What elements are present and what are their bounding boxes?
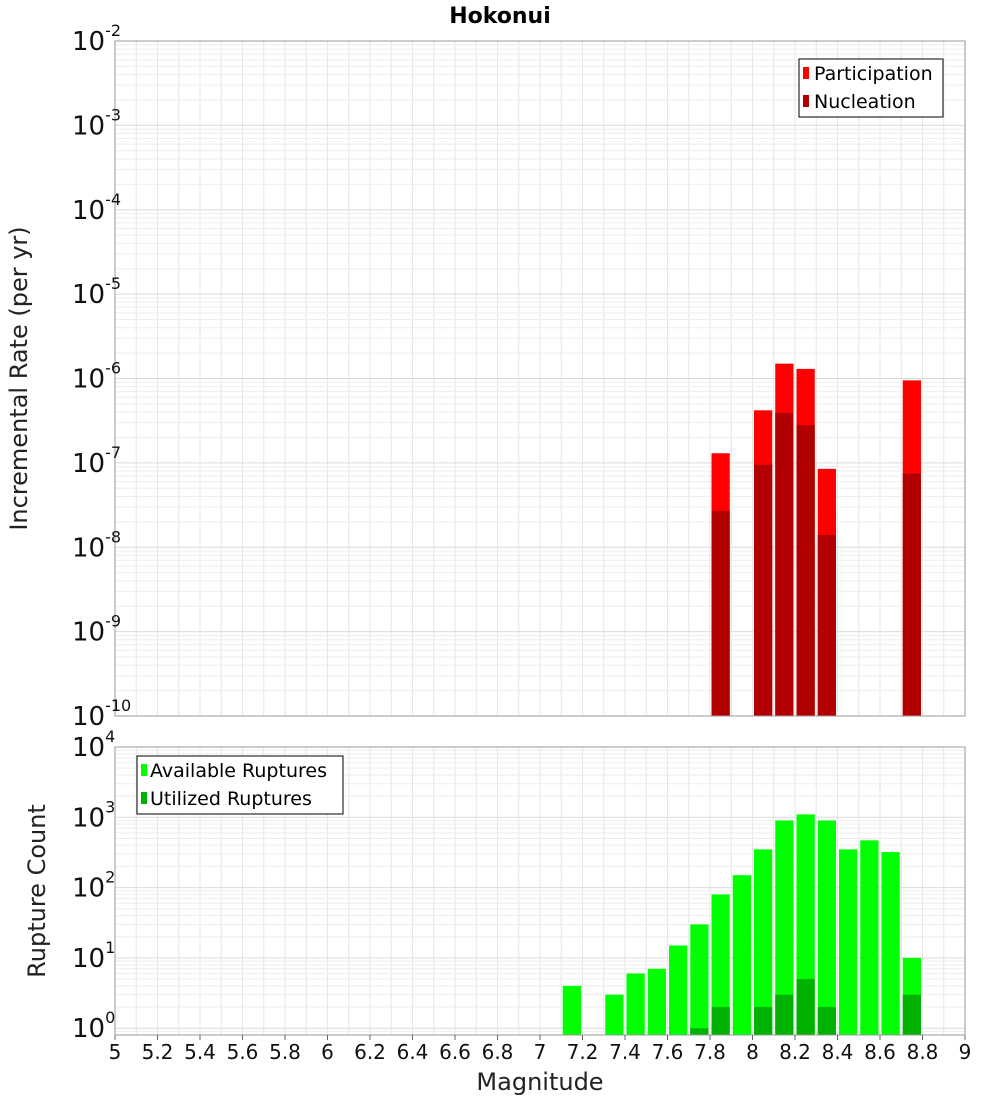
y-tick-label: 103 [72, 797, 115, 833]
x-axis-label: Magnitude [476, 1068, 603, 1096]
legend-swatch-participation [803, 67, 809, 79]
count-y-ticks: 104 103 102 101 100 [72, 727, 115, 1044]
x-tick-label: 6.4 [397, 1040, 429, 1064]
count-grid [114, 747, 966, 1036]
rate-y-axis-label: Incremental Rate (per yr) [5, 226, 33, 530]
rate-grid [114, 41, 966, 717]
bar-available-ruptures-8.15 [775, 820, 794, 1035]
y-tick-label: 10-6 [72, 359, 121, 395]
bar-available-ruptures-8.35 [817, 820, 836, 1035]
x-tick-label: 6.2 [354, 1040, 386, 1064]
bar-utilized-ruptures-7.75 [690, 1028, 709, 1035]
legend-swatch-nucleation [803, 95, 809, 107]
count-x-ticks: 5 5.2 5.4 5.6 5.8 6 6.2 6.4 6.6 6.8 7 7.2 7.4 7.6 7.8 8… [109, 1035, 972, 1064]
rate-bars [711, 363, 921, 716]
bar-nucleation-7.85 [711, 510, 730, 716]
x-tick-label: 7 [534, 1040, 547, 1064]
bar-available-ruptures-7.75 [690, 924, 709, 1035]
bar-utilized-ruptures-8.25 [796, 979, 815, 1035]
legend-label-nucleation: Nucleation [814, 91, 916, 113]
bar-available-ruptures-7.65 [669, 945, 688, 1035]
legend-label-utilized: Utilized Ruptures [150, 788, 312, 810]
legend-swatch-available [141, 764, 147, 776]
bar-available-ruptures-8.05 [754, 849, 773, 1035]
y-tick-label: 10-3 [72, 105, 121, 141]
x-tick-label: 6 [321, 1040, 334, 1064]
x-tick-label: 5.8 [269, 1040, 301, 1064]
x-tick-label: 7.6 [652, 1040, 684, 1064]
bar-nucleation-8.05 [754, 464, 773, 716]
rate-legend: Participation Nucleation [798, 58, 944, 118]
count-legend: Available Ruptures Utilized Ruptures [136, 755, 344, 815]
bar-available-ruptures-7.85 [711, 894, 730, 1035]
x-tick-label: 7.2 [567, 1040, 599, 1064]
x-tick-label: 8 [746, 1040, 759, 1064]
legend-label-available: Available Ruptures [150, 760, 327, 782]
bar-nucleation-8.35 [817, 534, 836, 716]
x-tick-label: 6.6 [439, 1040, 471, 1064]
x-tick-label: 8.6 [864, 1040, 896, 1064]
rate-plot-frame [114, 40, 966, 717]
y-tick-label: 10-2 [72, 21, 121, 57]
count-panel: 104 103 102 101 100 5 5.2 5.4 5.6 5.8 6 6.2 6.4 6.6 6… [23, 727, 971, 1096]
bar-available-ruptures-8.45 [839, 849, 858, 1035]
x-tick-label: 6.8 [482, 1040, 514, 1064]
bar-available-ruptures-7.35 [605, 994, 624, 1035]
bar-nucleation-8.75 [902, 473, 921, 716]
y-tick-label: 101 [72, 938, 115, 974]
y-tick-label: 10-9 [72, 612, 121, 648]
rate-panel: 10-2 10-3 10-4 10-5 10-6 10-7 10-8 10-9 10-10 In… [5, 21, 966, 732]
y-tick-label: 100 [72, 1008, 115, 1044]
bar-available-ruptures-7.95 [732, 875, 751, 1035]
legend-swatch-utilized [141, 792, 147, 804]
bar-available-ruptures-8.65 [881, 852, 900, 1035]
chart-title: Hokonui [449, 4, 551, 29]
x-tick-label: 5.4 [184, 1040, 216, 1064]
bar-utilized-ruptures-8.35 [817, 1007, 836, 1035]
legend-label-participation: Participation [814, 63, 933, 85]
x-tick-label: 5.2 [142, 1040, 174, 1064]
bar-available-ruptures-7.45 [626, 973, 645, 1035]
y-tick-label: 10-5 [72, 274, 121, 310]
bar-utilized-ruptures-8.15 [775, 994, 794, 1035]
count-bars [562, 814, 921, 1035]
y-tick-label: 10-10 [72, 696, 131, 732]
x-tick-label: 9 [959, 1040, 972, 1064]
x-tick-label: 5 [109, 1040, 122, 1064]
x-tick-label: 7.8 [694, 1040, 726, 1064]
bar-nucleation-8.25 [796, 425, 815, 716]
bar-available-ruptures-7.55 [647, 968, 666, 1035]
x-tick-label: 8.4 [822, 1040, 854, 1064]
rate-y-ticks: 10-2 10-3 10-4 10-5 10-6 10-7 10-8 10-9 10-10 [72, 21, 131, 732]
y-tick-label: 104 [72, 727, 115, 763]
count-legend-box [136, 755, 344, 815]
bar-available-ruptures-8.55 [860, 840, 879, 1035]
y-tick-label: 10-7 [72, 443, 121, 479]
bar-nucleation-8.15 [775, 413, 794, 716]
x-tick-label: 5.6 [227, 1040, 259, 1064]
rate-legend-box [798, 58, 944, 118]
y-tick-label: 10-4 [72, 190, 121, 226]
bar-utilized-ruptures-7.85 [711, 1007, 730, 1035]
x-tick-label: 8.2 [779, 1040, 811, 1064]
count-y-axis-label: Rupture Count [23, 804, 51, 978]
bar-utilized-ruptures-8.05 [754, 1007, 773, 1035]
x-tick-label: 7.4 [609, 1040, 641, 1064]
x-tick-label: 8.8 [907, 1040, 939, 1064]
bar-available-ruptures-7.15 [562, 985, 581, 1035]
y-tick-label: 102 [72, 868, 115, 904]
y-tick-label: 10-8 [72, 527, 121, 563]
bar-utilized-ruptures-8.75 [902, 994, 921, 1035]
